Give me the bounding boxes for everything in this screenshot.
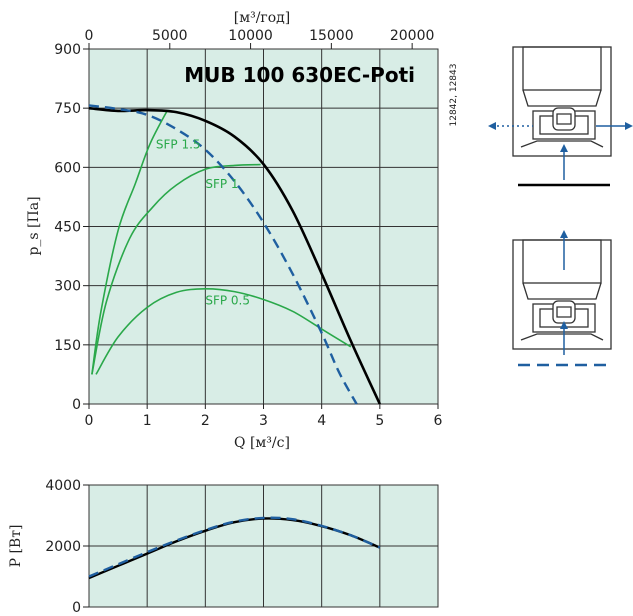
power-y-ticks: 0 2000 4000: [45, 478, 89, 616]
pressure-top-tick-label: 5000: [152, 28, 188, 44]
top-axis-label: [м³/год]: [234, 10, 291, 26]
power-y-tick-label: 4000: [45, 478, 81, 494]
pressure-y-tick-label: 0: [72, 397, 81, 413]
pressure-series: [88, 104, 381, 405]
x-axis-label: Q [м³/с]: [234, 435, 290, 451]
flow-arrows-top: [488, 122, 633, 180]
pressure-top-x-ticks: 0 5000 10000 15000 20000: [85, 28, 435, 49]
sfp-curves: [91, 109, 352, 375]
pressure-x-tick-label: 1: [143, 413, 152, 429]
pressure-x-ticks: 0 1 2 3 4 5 6: [85, 404, 443, 429]
sfp-label: SFP 1.5: [156, 137, 201, 151]
sfp-curve: [95, 287, 352, 375]
pressure-x-tick-label: 5: [375, 413, 384, 429]
power-y-tick-label: 0: [72, 600, 81, 616]
schematic-top: [512, 46, 612, 157]
flow-arrows-bottom: [560, 230, 568, 355]
y-axis-label: p_s [Па]: [26, 196, 42, 255]
power-y-axis-label: P [Вт]: [8, 525, 24, 568]
pressure-chart: 0 150 300 450 600 750 900 0 1 2 3 4 5 6 0 5000 10000 15…: [26, 10, 459, 451]
power-y-tick-label: 2000: [45, 539, 81, 555]
power-series: [88, 516, 381, 580]
pressure-series-dashed: [88, 104, 358, 405]
power-chart: 0 2000 4000 P [Вт]: [8, 478, 439, 616]
pressure-top-tick-label: 15000: [309, 28, 354, 44]
pressure-y-tick-label: 450: [54, 220, 81, 236]
pressure-top-tick-label: 20000: [390, 28, 435, 44]
power-series-dashed: [88, 516, 381, 578]
pressure-x-tick-label: 4: [317, 413, 326, 429]
pressure-y-tick-label: 600: [54, 160, 81, 176]
pressure-y-tick-label: 300: [54, 279, 81, 295]
pressure-x-tick-label: 0: [85, 413, 94, 429]
side-code: 12842, 12843: [449, 64, 459, 127]
power-series-solid: [88, 517, 381, 580]
sfp-curve: [91, 109, 169, 375]
pressure-y-tick-label: 150: [54, 338, 81, 354]
pressure-y-ticks: 0 150 300 450 600 750 900: [54, 42, 89, 413]
pressure-x-tick-label: 6: [434, 413, 443, 429]
pressure-x-tick-label: 3: [259, 413, 268, 429]
pressure-series-solid: [88, 106, 381, 405]
pressure-y-tick-label: 750: [54, 101, 81, 117]
pressure-top-tick-label: 10000: [228, 28, 273, 44]
sfp-label: SFP 1: [205, 177, 238, 191]
pressure-y-tick-label: 900: [54, 42, 81, 58]
chart-title: MUB 100 630EC-Poti: [184, 63, 415, 87]
schematic-bottom: [512, 239, 612, 350]
pressure-top-tick-label: 0: [85, 28, 94, 44]
sfp-curve: [91, 163, 261, 375]
pressure-x-tick-label: 2: [201, 413, 210, 429]
sfp-label: SFP 0.5: [205, 294, 250, 308]
sfp-labels: SFP 1.5 SFP 1 SFP 0.5: [156, 137, 250, 307]
